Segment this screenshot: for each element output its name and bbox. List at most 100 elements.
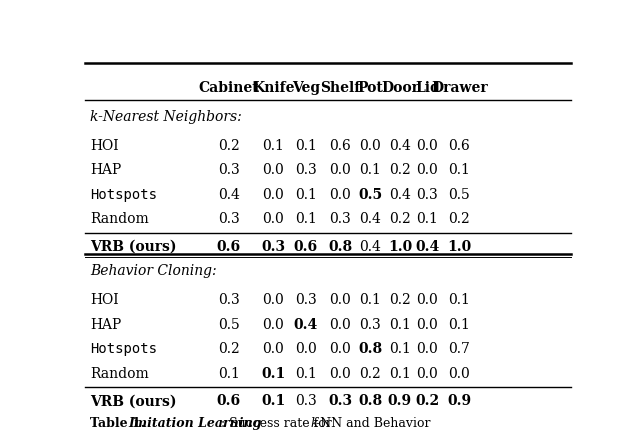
- Text: 0.2: 0.2: [359, 367, 381, 381]
- Text: Hotspots: Hotspots: [90, 188, 157, 202]
- Text: 0.0: 0.0: [330, 188, 351, 202]
- Text: 0.9: 0.9: [447, 394, 472, 408]
- Text: 0.1: 0.1: [295, 212, 317, 226]
- Text: 0.6: 0.6: [330, 138, 351, 152]
- Text: 0.0: 0.0: [262, 342, 284, 356]
- Text: -NN and Behavior: -NN and Behavior: [316, 417, 431, 430]
- Text: 0.3: 0.3: [261, 240, 285, 254]
- Text: 0.2: 0.2: [415, 394, 439, 408]
- Text: 0.1: 0.1: [261, 394, 285, 408]
- Text: 0.2: 0.2: [449, 212, 470, 226]
- Text: 0.0: 0.0: [330, 163, 351, 177]
- Text: 0.5: 0.5: [358, 188, 382, 202]
- Text: 0.3: 0.3: [218, 163, 239, 177]
- Text: 0.1: 0.1: [295, 367, 317, 381]
- Text: 0.6: 0.6: [449, 138, 470, 152]
- Text: 0.0: 0.0: [449, 367, 470, 381]
- Text: Random: Random: [90, 367, 148, 381]
- Text: 1.0: 1.0: [447, 240, 472, 254]
- Text: 0.3: 0.3: [295, 394, 317, 408]
- Text: 0.3: 0.3: [328, 394, 353, 408]
- Text: 0.0: 0.0: [417, 293, 438, 307]
- Text: 0.1: 0.1: [449, 318, 470, 332]
- Text: 0.0: 0.0: [295, 342, 317, 356]
- Text: 0.2: 0.2: [389, 293, 411, 307]
- Text: 0.0: 0.0: [417, 138, 438, 152]
- Text: k: k: [310, 417, 318, 430]
- Text: 0.0: 0.0: [330, 342, 351, 356]
- Text: 0.1: 0.1: [359, 293, 381, 307]
- Text: 0.4: 0.4: [294, 318, 318, 332]
- Text: 0.0: 0.0: [417, 163, 438, 177]
- Text: Shelf: Shelf: [320, 81, 360, 95]
- Text: 0.8: 0.8: [358, 394, 382, 408]
- Text: 0.5: 0.5: [218, 318, 239, 332]
- Text: 0.3: 0.3: [218, 212, 239, 226]
- Text: 0.1: 0.1: [295, 138, 317, 152]
- Text: : Success rate for: : Success rate for: [221, 417, 336, 430]
- Text: 0.4: 0.4: [389, 188, 411, 202]
- Text: 0.1: 0.1: [389, 342, 411, 356]
- Text: 0.3: 0.3: [417, 188, 438, 202]
- Text: 0.3: 0.3: [330, 212, 351, 226]
- Text: 0.2: 0.2: [389, 163, 411, 177]
- Text: 0.6: 0.6: [217, 240, 241, 254]
- Text: 0.1: 0.1: [389, 367, 411, 381]
- Text: 0.4: 0.4: [389, 138, 411, 152]
- Text: 0.3: 0.3: [218, 293, 239, 307]
- Text: HOI: HOI: [90, 138, 118, 152]
- Text: 0.1: 0.1: [295, 188, 317, 202]
- Text: Table 1.: Table 1.: [90, 417, 154, 430]
- Text: VRB (ours): VRB (ours): [90, 240, 177, 254]
- Text: Cabinet: Cabinet: [198, 81, 259, 95]
- Text: 0.0: 0.0: [262, 318, 284, 332]
- Text: 0.0: 0.0: [262, 293, 284, 307]
- Text: HAP: HAP: [90, 318, 121, 332]
- Text: VRB (ours): VRB (ours): [90, 394, 177, 408]
- Text: 0.5: 0.5: [449, 188, 470, 202]
- Text: 0.0: 0.0: [417, 318, 438, 332]
- Text: 0.0: 0.0: [262, 188, 284, 202]
- Text: 0.1: 0.1: [262, 138, 284, 152]
- Text: Imitation Learning: Imitation Learning: [129, 417, 262, 430]
- Text: Drawer: Drawer: [431, 81, 488, 95]
- Text: Random: Random: [90, 212, 148, 226]
- Text: 0.0: 0.0: [417, 367, 438, 381]
- Text: Knife: Knife: [252, 81, 294, 95]
- Text: HOI: HOI: [90, 293, 118, 307]
- Text: 0.1: 0.1: [261, 367, 285, 381]
- Text: 0.8: 0.8: [358, 342, 382, 356]
- Text: 0.1: 0.1: [359, 163, 381, 177]
- Text: 0.3: 0.3: [295, 293, 317, 307]
- Text: Hotspots: Hotspots: [90, 342, 157, 356]
- Text: 0.3: 0.3: [359, 318, 381, 332]
- Text: 0.0: 0.0: [262, 212, 284, 226]
- Text: Door: Door: [381, 81, 419, 95]
- Text: 0.0: 0.0: [359, 138, 381, 152]
- Text: 0.7: 0.7: [449, 342, 470, 356]
- Text: 0.4: 0.4: [415, 240, 439, 254]
- Text: 0.1: 0.1: [449, 163, 470, 177]
- Text: 0.2: 0.2: [389, 212, 411, 226]
- Text: 0.6: 0.6: [217, 394, 241, 408]
- Text: Pot: Pot: [357, 81, 383, 95]
- Text: 0.2: 0.2: [218, 138, 239, 152]
- Text: 0.1: 0.1: [416, 212, 438, 226]
- Text: 0.3: 0.3: [295, 163, 317, 177]
- Text: 1.0: 1.0: [388, 240, 412, 254]
- Text: 0.0: 0.0: [262, 163, 284, 177]
- Text: 0.0: 0.0: [330, 367, 351, 381]
- Text: 0.2: 0.2: [218, 342, 239, 356]
- Text: HAP: HAP: [90, 163, 121, 177]
- Text: k-Nearest Neighbors:: k-Nearest Neighbors:: [90, 110, 242, 124]
- Text: 0.9: 0.9: [388, 394, 412, 408]
- Text: Lid: Lid: [415, 81, 440, 95]
- Text: Behavior Cloning:: Behavior Cloning:: [90, 265, 216, 279]
- Text: 0.0: 0.0: [417, 342, 438, 356]
- Text: 0.4: 0.4: [359, 240, 381, 254]
- Text: 0.1: 0.1: [449, 293, 470, 307]
- Text: 0.4: 0.4: [218, 188, 240, 202]
- Text: 0.4: 0.4: [359, 212, 381, 226]
- Text: 0.0: 0.0: [330, 318, 351, 332]
- Text: 0.1: 0.1: [389, 318, 411, 332]
